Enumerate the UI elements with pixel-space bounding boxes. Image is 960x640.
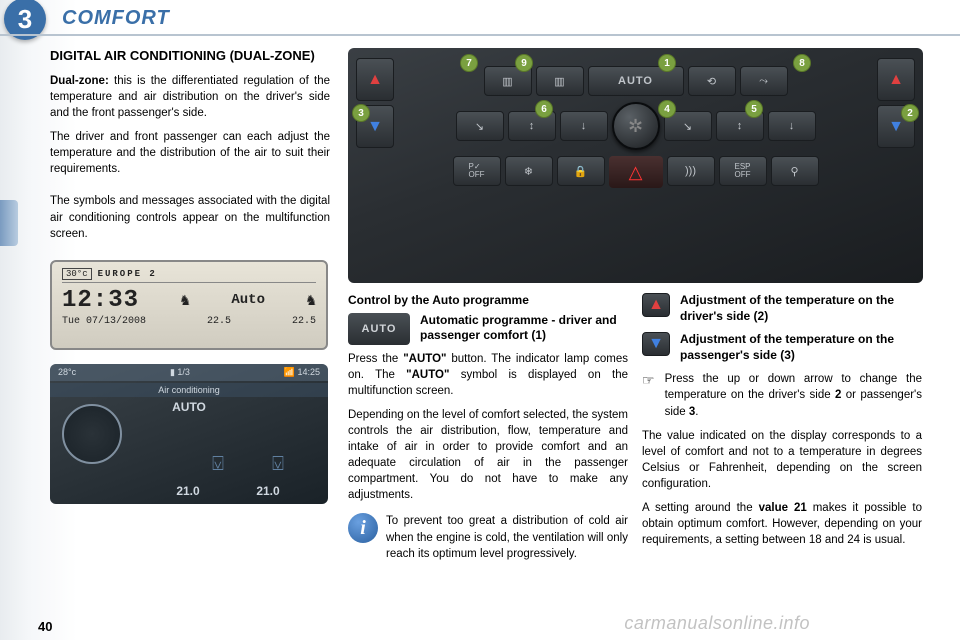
seat-icon: ⍌ bbox=[212, 453, 224, 476]
body-text: Depending on the level of comfort select… bbox=[348, 407, 628, 504]
lcd-date: Tue 07/13/2008 bbox=[62, 316, 146, 327]
info-icon: i bbox=[348, 513, 378, 543]
lcd-display: 30°c EUROPE 2 12:33 ♞ Auto ♞ Tue 07/13/2… bbox=[50, 260, 328, 350]
info-note: i To prevent too great a distribution of… bbox=[348, 513, 628, 561]
section-title: DIGITAL AIR CONDITIONING (DUAL-ZONE) bbox=[50, 48, 330, 65]
nav-outside-temp: 28°c bbox=[58, 367, 76, 378]
chapter-title: COMFORT bbox=[62, 7, 170, 30]
body-text: Dual-zone: this is the differentiated re… bbox=[50, 73, 330, 121]
seat-icon: ♞ bbox=[180, 290, 190, 310]
info-text: To prevent too great a distribution of c… bbox=[386, 513, 628, 561]
seat-icon: ⍌ bbox=[272, 453, 284, 476]
arrow-down-icon: ▼ bbox=[642, 332, 670, 356]
nav-screen-title: Air conditioning bbox=[50, 383, 328, 397]
lcd-temp-right: 22.5 bbox=[292, 316, 316, 327]
lcd-time: 12:33 bbox=[62, 287, 139, 314]
header-divider bbox=[0, 34, 960, 36]
manual-page: 3 COMFORT ▲ ▼ ▲ ▼ ▥ ▥ AUTO ⟲ ⤳ ↘ ↕ ↓ ✲ bbox=[0, 0, 960, 640]
lcd-temp-left: 22.5 bbox=[207, 316, 231, 327]
nav-page-indicator: ▮ 1/3 bbox=[170, 367, 190, 378]
lcd-auto: Auto bbox=[231, 292, 265, 308]
body-text: The value indicated on the display corre… bbox=[642, 428, 922, 492]
seat-icon: ♞ bbox=[306, 290, 316, 310]
adj-passenger-heading: Adjustment of the temperature on the pas… bbox=[680, 332, 922, 363]
nav-temp-left: 21.0 bbox=[176, 484, 199, 498]
body-text: A setting around the value 21 makes it p… bbox=[642, 500, 922, 548]
nav-temp-right: 21.0 bbox=[256, 484, 279, 498]
instruction-bullet: ☞ Press the up or down arrow to change t… bbox=[642, 371, 922, 419]
right-column: ▲ Adjustment of the temperature on the d… bbox=[642, 293, 922, 556]
control-programme-title: Control by the Auto programme bbox=[348, 293, 628, 309]
lcd-station: EUROPE 2 bbox=[98, 269, 157, 279]
body-text: Press the "AUTO" button. The indicator l… bbox=[348, 351, 628, 399]
lcd-temp: 30°c bbox=[62, 268, 92, 280]
dual-zone-label: Dual-zone: bbox=[50, 75, 109, 87]
analog-clock-icon bbox=[62, 404, 122, 464]
section-tab bbox=[0, 200, 18, 246]
page-header: 3 COMFORT bbox=[0, 0, 960, 36]
page-number: 40 bbox=[38, 619, 52, 634]
bullet-icon: ☞ bbox=[642, 371, 655, 419]
nav-seat-icons: ⍌ ⍌ bbox=[188, 426, 308, 476]
adj-driver-heading: Adjustment of the temperature on the dri… bbox=[680, 293, 922, 324]
middle-column: Control by the Auto programme AUTO Autom… bbox=[348, 293, 628, 562]
arrow-up-icon: ▲ bbox=[642, 293, 670, 317]
nav-time: 📶 14:25 bbox=[284, 367, 320, 378]
watermark: carmanualsonline.info bbox=[624, 613, 810, 634]
auto-chip: AUTO bbox=[348, 313, 410, 345]
body-text: The driver and front passenger can each … bbox=[50, 129, 330, 177]
nav-display: 28°c ▮ 1/3 📶 14:25 Air conditioning AUTO… bbox=[50, 364, 328, 504]
temp-adjust-driver-chip: ▲ bbox=[642, 293, 670, 317]
auto-programme-heading: Automatic programme - driver and passeng… bbox=[420, 313, 628, 344]
left-column: DIGITAL AIR CONDITIONING (DUAL-ZONE) Dua… bbox=[50, 48, 330, 622]
temp-adjust-passenger-chip: ▼ bbox=[642, 332, 670, 356]
body-text: The symbols and messages associated with… bbox=[50, 193, 330, 241]
